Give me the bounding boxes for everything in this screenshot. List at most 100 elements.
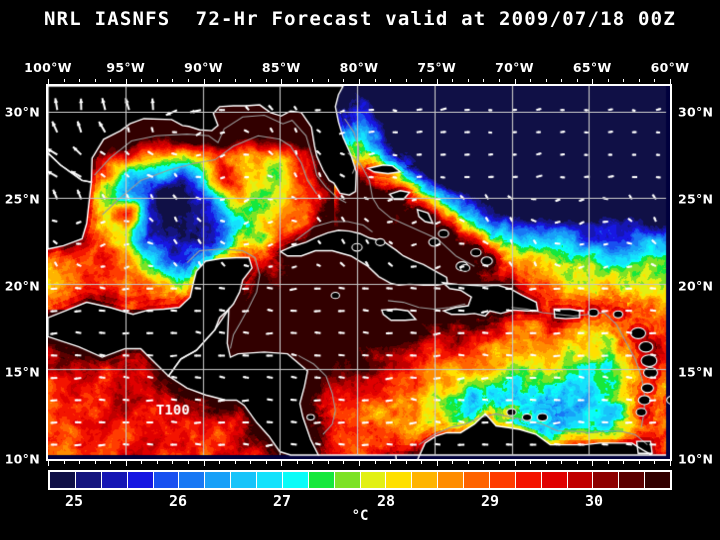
colorbar-cell-2 bbox=[102, 472, 128, 488]
tick-mark bbox=[654, 79, 655, 82]
colorbar[interactable] bbox=[48, 470, 672, 490]
tick-mark bbox=[623, 461, 624, 464]
tick-mark bbox=[281, 79, 282, 84]
tick-mark bbox=[172, 79, 173, 82]
tick-mark bbox=[328, 461, 329, 464]
tick-mark bbox=[592, 461, 593, 466]
tick-mark bbox=[126, 461, 127, 466]
colorbar-cell-0 bbox=[50, 472, 76, 488]
lat-tick-left-25N: 25°N bbox=[5, 191, 40, 206]
lat-tick-left-20N: 20°N bbox=[5, 278, 40, 293]
tick-mark bbox=[79, 79, 80, 82]
colorbar-cell-12 bbox=[361, 472, 387, 488]
colorbar-cell-22 bbox=[619, 472, 645, 488]
tick-mark bbox=[157, 461, 158, 464]
tick-mark bbox=[48, 461, 49, 466]
tick-mark bbox=[188, 79, 189, 82]
tick-mark bbox=[561, 79, 562, 82]
tick-mark bbox=[297, 461, 298, 464]
colorbar-cell-13 bbox=[386, 472, 412, 488]
tick-mark bbox=[452, 79, 453, 82]
tick-mark bbox=[421, 461, 422, 464]
tick-mark bbox=[266, 79, 267, 82]
tick-mark bbox=[79, 461, 80, 464]
lon-tick-65W: 65°W bbox=[573, 60, 612, 75]
lon-tick-60W: 60°W bbox=[651, 60, 690, 75]
tick-mark bbox=[483, 79, 484, 82]
tick-mark bbox=[281, 461, 282, 466]
tick-mark bbox=[452, 461, 453, 464]
tick-mark bbox=[110, 461, 111, 464]
tick-mark bbox=[561, 461, 562, 464]
tick-mark bbox=[48, 79, 49, 84]
tick-mark bbox=[390, 79, 391, 82]
bottom-tick-marks bbox=[46, 461, 672, 466]
tick-mark bbox=[219, 79, 220, 82]
tick-mark bbox=[219, 461, 220, 464]
tick-mark bbox=[437, 79, 438, 84]
tick-mark bbox=[390, 461, 391, 464]
tick-mark bbox=[343, 79, 344, 82]
tick-mark bbox=[546, 79, 547, 82]
colorbar-cell-17 bbox=[490, 472, 516, 488]
tick-mark bbox=[375, 79, 376, 82]
lon-tick-70W: 70°W bbox=[495, 60, 534, 75]
tick-mark bbox=[235, 461, 236, 464]
lat-tick-right-20N: 20°N bbox=[678, 278, 713, 293]
lon-tick-80W: 80°W bbox=[340, 60, 379, 75]
colorbar-cell-15 bbox=[438, 472, 464, 488]
tick-mark bbox=[126, 79, 127, 84]
colorbar-cell-9 bbox=[283, 472, 309, 488]
tick-mark bbox=[250, 79, 251, 82]
colorbar-cell-7 bbox=[231, 472, 257, 488]
tick-mark bbox=[95, 79, 96, 82]
tick-mark bbox=[172, 461, 173, 464]
tick-mark bbox=[515, 79, 516, 84]
tick-mark bbox=[141, 461, 142, 464]
lat-tick-left-15N: 15°N bbox=[5, 365, 40, 380]
tick-mark bbox=[359, 79, 360, 84]
tick-mark bbox=[312, 79, 313, 82]
tick-mark bbox=[266, 461, 267, 464]
tick-mark bbox=[654, 461, 655, 464]
tick-mark bbox=[64, 79, 65, 82]
tick-mark bbox=[546, 461, 547, 464]
tick-mark bbox=[592, 79, 593, 84]
colorbar-cell-19 bbox=[542, 472, 568, 488]
colorbar-cell-8 bbox=[257, 472, 283, 488]
tick-mark bbox=[530, 461, 531, 464]
lat-tick-right-10N: 10°N bbox=[678, 452, 713, 467]
tick-mark bbox=[235, 79, 236, 82]
tick-mark bbox=[623, 79, 624, 82]
lon-tick-90W: 90°W bbox=[184, 60, 223, 75]
lon-tick-75W: 75°W bbox=[417, 60, 456, 75]
tick-mark bbox=[406, 79, 407, 82]
tick-mark bbox=[670, 461, 671, 466]
top-tick-marks bbox=[46, 79, 672, 84]
tick-mark bbox=[499, 79, 500, 82]
tick-mark bbox=[437, 461, 438, 466]
colorbar-cell-18 bbox=[516, 472, 542, 488]
tick-mark bbox=[468, 461, 469, 464]
colorbar-cell-11 bbox=[335, 472, 361, 488]
tick-mark bbox=[359, 461, 360, 466]
tick-mark bbox=[499, 461, 500, 464]
tick-mark bbox=[608, 79, 609, 82]
colorbar-cell-10 bbox=[309, 472, 335, 488]
colorbar-unit-label: °C bbox=[0, 508, 720, 524]
tick-mark bbox=[188, 461, 189, 464]
colorbar-cell-6 bbox=[205, 472, 231, 488]
map-plot-area[interactable] bbox=[46, 84, 672, 461]
lat-tick-right-30N: 30°N bbox=[678, 105, 713, 120]
tick-mark bbox=[64, 461, 65, 464]
figure-title: NRL IASNFS 72-Hr Forecast valid at 2009/… bbox=[0, 8, 720, 30]
tick-mark bbox=[204, 79, 205, 84]
sst-heatmap-canvas bbox=[48, 86, 670, 459]
colorbar-cell-5 bbox=[179, 472, 205, 488]
tick-mark bbox=[577, 461, 578, 464]
tick-mark bbox=[250, 461, 251, 464]
tick-mark bbox=[328, 79, 329, 82]
tick-mark bbox=[483, 461, 484, 464]
tick-mark bbox=[515, 461, 516, 466]
tick-mark bbox=[468, 79, 469, 82]
